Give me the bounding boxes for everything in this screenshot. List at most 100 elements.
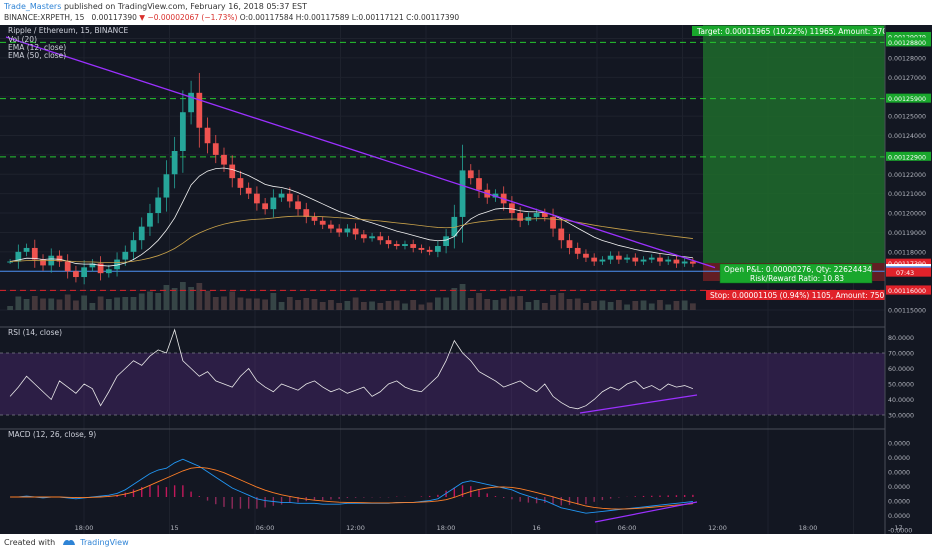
macd-tick-label: 0.0000 <box>888 484 910 491</box>
volume-bar <box>64 294 71 310</box>
volume-bar <box>204 291 211 310</box>
volume-bar <box>262 299 269 310</box>
candle-body <box>56 255 63 262</box>
candle-body <box>73 271 79 278</box>
author-link[interactable]: Trade_Masters <box>4 2 62 11</box>
volume-bar <box>558 293 565 310</box>
x-tick-label: 16 <box>532 524 540 532</box>
chart-canvas[interactable]: Ripple / Ethereum, 15, BINANCE Vol (20) … <box>0 25 932 534</box>
price-axis[interactable] <box>885 25 932 534</box>
volume-bar <box>459 284 466 310</box>
volume-bar <box>171 288 178 310</box>
volume-bar <box>81 295 88 310</box>
volume-bar <box>328 300 334 310</box>
candle-body <box>459 170 466 217</box>
volume-bar <box>303 298 310 310</box>
candle-body <box>583 253 589 258</box>
volume-bar <box>673 301 680 310</box>
target-box[interactable]: Target: 0.00011965 (10.22%) 11965, Amoun… <box>692 26 887 36</box>
macd-tick-label: 0.0000 <box>888 455 910 462</box>
candle-body <box>262 203 269 210</box>
candle-body <box>311 216 318 221</box>
candle-body <box>286 193 293 202</box>
volume-bar <box>352 297 359 310</box>
x-tick-label: 15 <box>170 524 178 532</box>
pnl-box[interactable]: Open P&L: 0.00000276, Qty: 22624434 Risk… <box>719 263 873 284</box>
volume-bar <box>583 303 589 310</box>
candle-body <box>212 143 219 155</box>
candle-body <box>393 244 400 247</box>
candle-body <box>237 178 244 188</box>
candle-body <box>179 112 186 151</box>
candle-body <box>319 220 326 225</box>
volume-bar <box>451 288 458 310</box>
ema-12-line <box>10 167 693 267</box>
volume-bar <box>426 302 433 310</box>
candle-body <box>278 193 285 198</box>
tradingview-brand[interactable]: TradingView <box>80 538 129 547</box>
ema12-label: EMA (12, close) <box>8 43 66 52</box>
candle-body <box>155 197 162 214</box>
volume-bar <box>73 300 79 310</box>
volume-bar <box>599 300 606 310</box>
volume-bar <box>500 298 507 310</box>
volume-bar <box>179 282 186 310</box>
candle-body <box>31 247 38 260</box>
candle-body <box>130 240 137 252</box>
stop-box[interactable]: Stop: 0.00001105 (0.94%) 1105, Amount: 7… <box>706 290 886 300</box>
rsi-tick-label: 80.0000 <box>888 335 914 342</box>
volume-bar <box>48 298 55 310</box>
volume-bar <box>484 299 491 310</box>
volume-bar <box>369 301 375 310</box>
volume-bar <box>385 301 392 310</box>
x-tick-label: 12:00 <box>708 524 727 532</box>
volume-bar <box>550 295 556 310</box>
candle-body <box>434 246 441 252</box>
volume-bar <box>245 298 252 310</box>
candle-body <box>574 247 581 254</box>
x-axis-labels: 18:00 15 06:00 12:00 18:00 16 06:00 12:00 18:00 1… <box>75 524 903 532</box>
candle-body <box>681 261 688 264</box>
volume-bar <box>657 300 663 310</box>
candle-body <box>558 228 565 241</box>
candle-body <box>648 257 655 260</box>
candle-body <box>336 228 343 233</box>
candle-body <box>640 259 647 262</box>
x-tick-label: 12:00 <box>346 524 365 532</box>
macd-line <box>10 458 693 514</box>
y-tick-label: 0.00127000 <box>888 75 926 82</box>
volume-bar <box>591 301 598 310</box>
y-tick-label: 0.00128000 <box>888 55 926 62</box>
publish-line: Trade_Masters published on TradingView.c… <box>4 2 307 11</box>
price-tag-bg <box>886 37 931 47</box>
price-tag-bg <box>886 285 931 295</box>
countdown-text: 07:43 <box>896 270 914 277</box>
volume-bar <box>525 302 532 310</box>
pnl-box-line1: Open P&L: 0.00000276, Qty: 22624434 <box>724 265 872 274</box>
candle-body <box>229 164 236 179</box>
candle-body <box>690 261 696 264</box>
volume-bar <box>607 302 614 310</box>
volume-bar <box>89 303 96 310</box>
price-tag-text: 0.00122900 <box>888 154 926 161</box>
candle-body <box>295 201 301 210</box>
rsi-tick-label: 70.0000 <box>888 351 914 358</box>
candle-body <box>369 236 375 239</box>
footer: Created with TradingView <box>0 534 932 550</box>
volume-bar <box>311 299 318 310</box>
volume-bar <box>155 293 162 310</box>
price-tag-bg <box>886 151 931 161</box>
volume-bar <box>196 283 203 310</box>
volume-bar <box>517 296 524 310</box>
candle-body <box>81 267 88 278</box>
candle-body <box>418 247 425 250</box>
y-tick-label: 0.00118000 <box>888 249 926 256</box>
down-arrow-icon: ▼ <box>139 13 146 22</box>
candle-body <box>254 193 260 204</box>
volume-bar <box>393 300 400 310</box>
volume-bar <box>105 299 112 310</box>
candle-body <box>657 257 663 262</box>
stop-box-text: Stop: 0.00001105 (0.94%) 1105, Amount: 7… <box>710 291 885 300</box>
y-tick-label: 0.00124000 <box>888 133 926 140</box>
price-change: −0.00002067 (−1.73%) <box>147 13 238 22</box>
